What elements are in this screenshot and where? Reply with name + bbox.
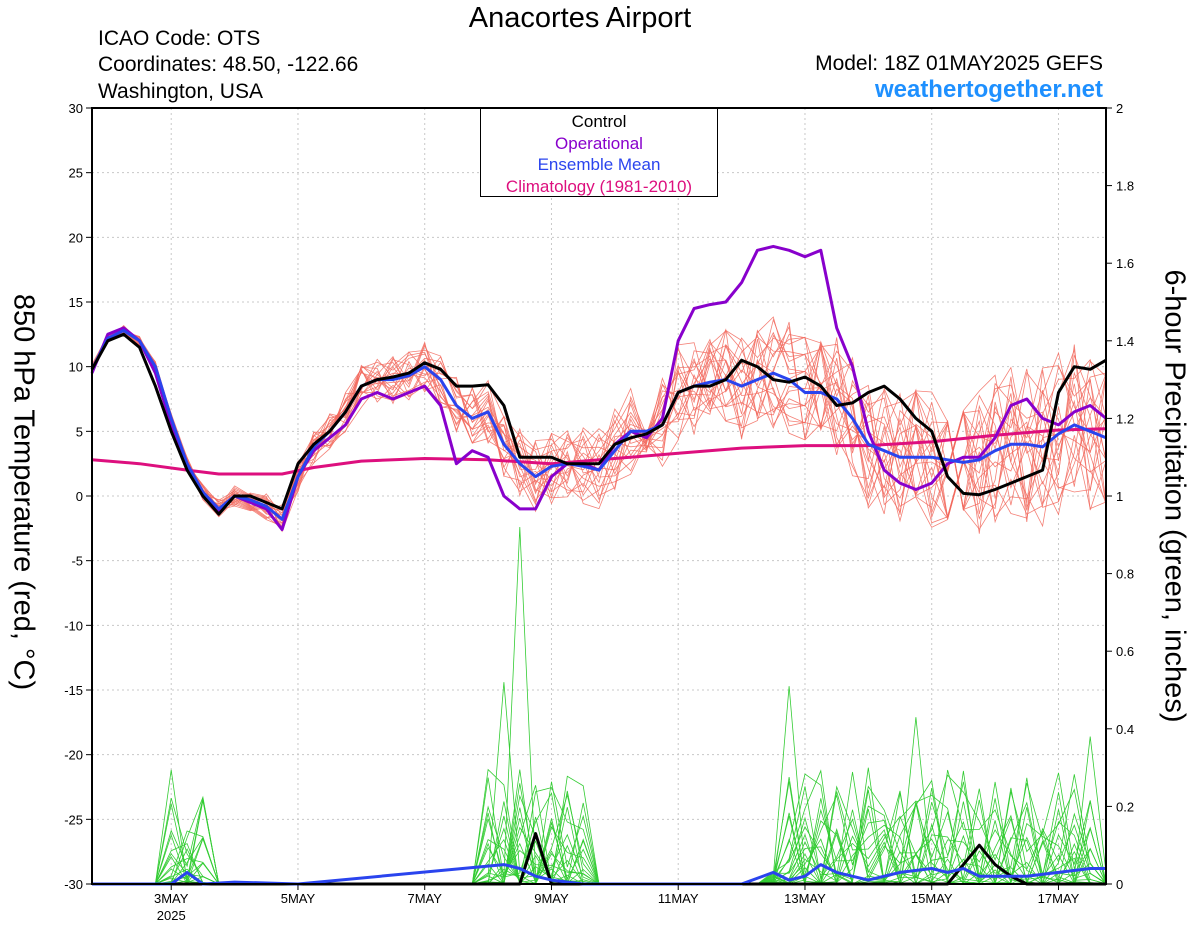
y-left-tick-label: 0 bbox=[76, 489, 83, 504]
legend-item-climatology: Climatology (1981-2010) bbox=[505, 176, 693, 196]
series-temp-operational bbox=[90, 244, 1107, 532]
member-precip-spike bbox=[772, 686, 806, 877]
y-left-tick-label: 10 bbox=[69, 360, 83, 375]
member-temp-line bbox=[91, 328, 1107, 530]
y-right-tick-label: 0.2 bbox=[1116, 799, 1134, 814]
y-right-tick-label: 1.2 bbox=[1116, 411, 1134, 426]
y-left-tick-label: -25 bbox=[64, 812, 83, 827]
y-right-tick-label: 0.4 bbox=[1116, 722, 1134, 737]
axes: 302520151050-5-10-15-20-25-3021.81.61.41… bbox=[64, 101, 1134, 923]
y-left-tick-label: -10 bbox=[64, 618, 83, 633]
member-temp-line bbox=[91, 325, 1107, 519]
x-tick-label: 17MAY bbox=[1038, 891, 1080, 906]
y-left-tick-label: 25 bbox=[69, 166, 83, 181]
region: Washington, USA bbox=[98, 80, 263, 103]
member-precip-spike bbox=[551, 790, 584, 877]
y-right-tick-label: 0.6 bbox=[1116, 644, 1134, 659]
ensemble-members-precipitation bbox=[92, 526, 1107, 886]
x-tick-label: 11MAY bbox=[658, 891, 699, 906]
series-temp-control bbox=[90, 332, 1107, 516]
ensemble-members-temperature bbox=[91, 316, 1107, 534]
x-tick-label: 13MAY bbox=[784, 891, 826, 906]
y-left-tick-label: -20 bbox=[64, 748, 83, 763]
member-temp-line bbox=[91, 331, 1107, 518]
x-tick-sublabel: 2025 bbox=[157, 908, 186, 923]
y-right-tick-label: 1.4 bbox=[1116, 334, 1134, 349]
member-temp-line bbox=[91, 328, 1107, 519]
y-right-tick-label: 0 bbox=[1116, 877, 1123, 892]
y-axis-left-label: 850 hPa Temperature (red, °C) bbox=[7, 294, 39, 690]
coordinates: Coordinates: 48.50, -122.66 bbox=[98, 53, 359, 76]
member-temp-line bbox=[91, 334, 1107, 522]
chart-title: Anacortes Airport bbox=[468, 2, 692, 34]
member-precip-line bbox=[92, 774, 1107, 886]
y-right-tick-label: 0.8 bbox=[1116, 567, 1134, 582]
series-precip-control bbox=[92, 832, 1106, 886]
member-precip-spike bbox=[503, 526, 536, 877]
legend-item-operational: Operational bbox=[555, 133, 643, 153]
y-right-tick-label: 1 bbox=[1116, 489, 1123, 504]
member-precip-line bbox=[92, 769, 1107, 885]
x-tick-label: 15MAY bbox=[911, 891, 953, 906]
legend: Control Operational Ensemble Mean Climat… bbox=[480, 108, 718, 197]
y-axis-right-label: 6-hour Precipitation (green, inches) bbox=[1158, 270, 1190, 723]
x-tick-label: 3MAY bbox=[154, 891, 189, 906]
member-precip-spike bbox=[1073, 736, 1107, 877]
y-left-tick-label: -30 bbox=[64, 877, 83, 892]
y-left-tick-label: 5 bbox=[76, 424, 83, 439]
y-right-tick-label: 2 bbox=[1116, 101, 1123, 116]
x-tick-label: 5MAY bbox=[281, 891, 316, 906]
y-right-tick-label: 1.6 bbox=[1116, 256, 1134, 271]
site-link[interactable]: weathertogether.net bbox=[874, 76, 1103, 103]
y-right-tick-label: 1.8 bbox=[1116, 179, 1134, 194]
legend-item-ensemble-mean: Ensemble Mean bbox=[537, 155, 661, 174]
model-run: Model: 18Z 01MAY2025 GEFS bbox=[815, 52, 1103, 75]
member-precip-spike bbox=[487, 682, 521, 877]
member-precip-spike bbox=[899, 717, 933, 877]
x-tick-label: 7MAY bbox=[408, 891, 443, 906]
series-lines bbox=[90, 244, 1107, 886]
gridlines bbox=[92, 108, 1106, 884]
y-left-tick-label: -5 bbox=[71, 554, 83, 569]
x-tick-label: 9MAY bbox=[534, 891, 569, 906]
y-left-tick-label: 20 bbox=[69, 230, 83, 245]
y-left-tick-label: 30 bbox=[69, 101, 83, 116]
y-left-tick-label: 15 bbox=[69, 295, 83, 310]
series-temp-climatology-1981-2010- bbox=[91, 427, 1107, 476]
member-precip-line bbox=[92, 774, 1107, 885]
y-left-tick-label: -15 bbox=[64, 683, 83, 698]
legend-item-control: Control bbox=[571, 112, 627, 131]
series-temp-ensemble-mean bbox=[90, 329, 1107, 521]
icao-code: ICAO Code: OTS bbox=[98, 27, 261, 50]
